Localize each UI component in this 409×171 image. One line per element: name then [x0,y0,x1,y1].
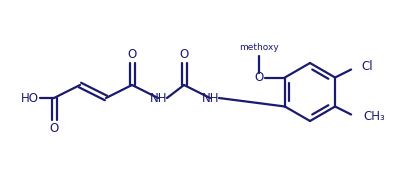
Text: Cl: Cl [361,60,373,73]
Text: CH₃: CH₃ [363,110,385,123]
Text: methoxy: methoxy [239,43,279,52]
Text: HO: HO [21,91,39,104]
Text: O: O [254,71,263,84]
Text: O: O [180,49,189,62]
Text: NH: NH [150,93,168,106]
Text: O: O [127,49,137,62]
Text: NH: NH [202,93,220,106]
Text: O: O [49,122,58,135]
